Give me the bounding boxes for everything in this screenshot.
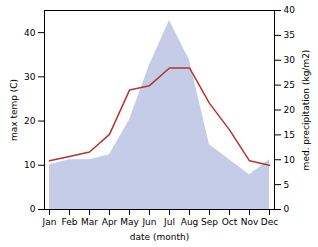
svg-text:Apr: Apr	[102, 217, 118, 227]
svg-text:0: 0	[30, 204, 36, 214]
svg-text:med. precipitation (kg/m2): med. precipitation (kg/m2)	[301, 50, 311, 171]
svg-text:Mar: Mar	[81, 217, 98, 227]
svg-text:Oct: Oct	[222, 217, 238, 227]
svg-text:30: 30	[24, 72, 36, 82]
svg-text:Nov: Nov	[241, 217, 259, 227]
svg-text:date (month): date (month)	[130, 232, 189, 242]
svg-text:Aug: Aug	[181, 217, 199, 227]
svg-text:40: 40	[284, 5, 296, 15]
svg-text:May: May	[120, 217, 139, 227]
svg-text:35: 35	[284, 30, 295, 40]
svg-text:Feb: Feb	[62, 217, 78, 227]
svg-text:20: 20	[284, 105, 296, 115]
svg-text:10: 10	[284, 155, 296, 165]
svg-text:Dec: Dec	[261, 217, 278, 227]
svg-text:Sep: Sep	[201, 217, 218, 227]
svg-text:max temp (C): max temp (C)	[9, 79, 19, 141]
svg-text:Jun: Jun	[141, 217, 156, 227]
svg-text:40: 40	[24, 27, 36, 37]
svg-text:20: 20	[24, 116, 36, 126]
svg-text:30: 30	[284, 55, 296, 65]
svg-text:10: 10	[24, 160, 36, 170]
svg-text:5: 5	[284, 180, 290, 190]
svg-text:Jul: Jul	[163, 217, 175, 227]
svg-text:15: 15	[284, 130, 295, 140]
svg-text:Jan: Jan	[42, 217, 57, 227]
svg-text:25: 25	[284, 80, 295, 90]
svg-text:0: 0	[284, 204, 290, 214]
